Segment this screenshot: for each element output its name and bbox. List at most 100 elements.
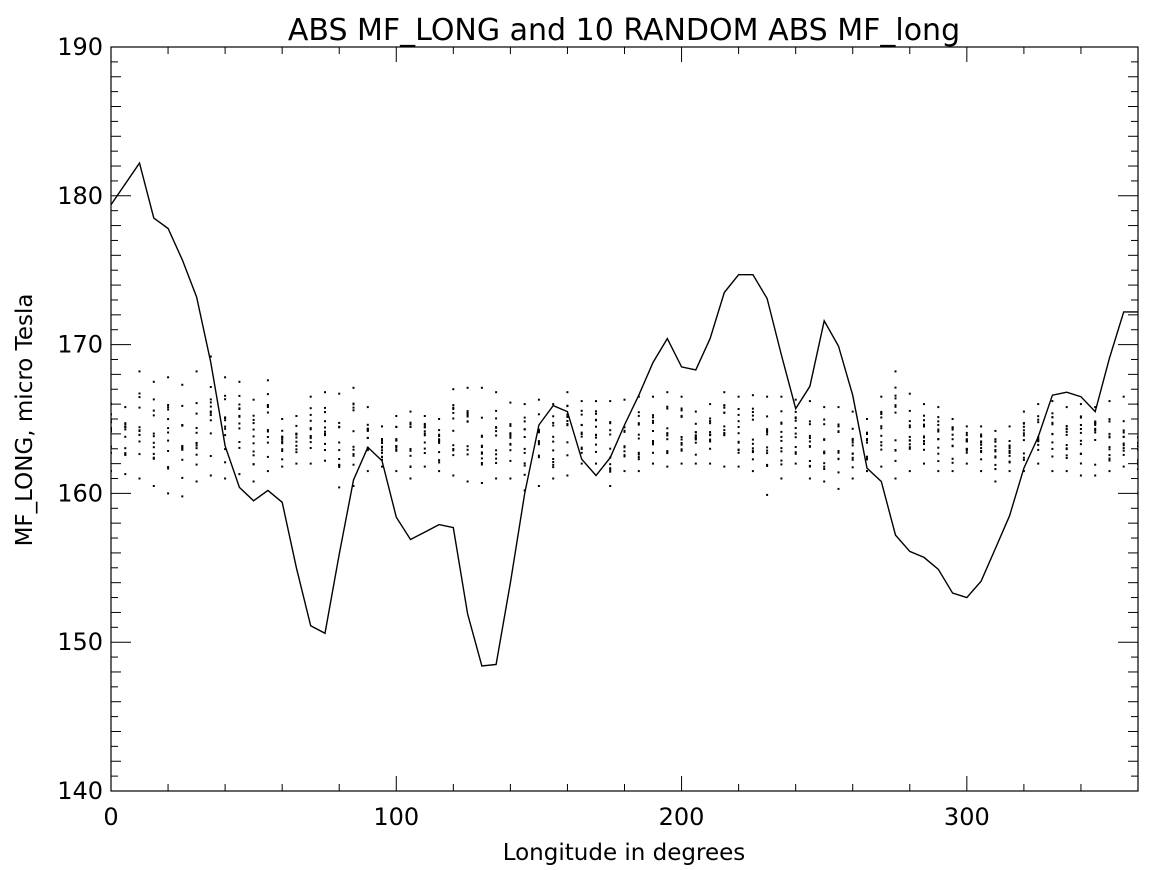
random-dot — [238, 473, 241, 476]
random-dot — [480, 482, 483, 484]
random-dot — [480, 462, 483, 464]
random-dot — [338, 426, 341, 429]
random-dot — [295, 432, 298, 435]
random-dot — [823, 480, 826, 483]
random-dot — [1008, 454, 1011, 457]
random-dot — [666, 391, 669, 394]
random-dot — [438, 429, 441, 432]
random-dot — [994, 440, 997, 443]
random-dot — [723, 429, 726, 432]
random-dot — [766, 428, 769, 431]
random-dot — [780, 459, 783, 462]
random-dot — [1037, 438, 1040, 441]
random-dot — [309, 395, 312, 398]
random-dot — [1137, 441, 1138, 444]
random-dot — [937, 430, 940, 433]
random-dot — [409, 449, 412, 452]
random-dot — [266, 404, 269, 406]
random-dot — [537, 456, 540, 459]
random-dot — [309, 441, 312, 444]
random-dot — [152, 435, 155, 438]
random-dot — [866, 470, 868, 473]
random-dot — [224, 394, 227, 397]
random-dot — [195, 444, 198, 447]
random-dot — [580, 423, 583, 426]
random-dot — [1137, 436, 1138, 439]
random-dot — [495, 477, 498, 480]
random-dot — [495, 449, 498, 452]
random-dot — [352, 406, 355, 409]
random-dot — [324, 411, 326, 414]
random-dot — [381, 438, 383, 440]
random-dot — [980, 425, 983, 428]
random-dot — [595, 400, 597, 403]
random-dot — [794, 436, 797, 439]
random-dot — [480, 452, 483, 455]
random-dot — [509, 443, 512, 446]
random-dot — [466, 480, 469, 483]
random-dot — [509, 424, 512, 427]
random-dot — [766, 415, 769, 418]
random-dot — [694, 434, 697, 437]
random-dot — [880, 427, 883, 430]
random-dot — [1065, 454, 1068, 457]
random-dot — [737, 432, 740, 435]
random-dot — [309, 437, 312, 440]
random-dot — [1079, 415, 1082, 418]
random-dot — [252, 422, 255, 425]
random-dot — [923, 425, 925, 428]
random-dot — [994, 450, 997, 453]
random-dot — [866, 458, 868, 461]
random-dot — [281, 436, 284, 439]
random-dot — [980, 441, 983, 444]
random-dot — [238, 422, 241, 425]
random-dot — [167, 404, 170, 406]
random-dot — [495, 391, 498, 394]
random-dot — [224, 427, 227, 430]
random-dot — [1065, 427, 1068, 430]
random-dot — [181, 424, 184, 426]
random-dot — [1051, 423, 1054, 426]
random-dot — [808, 477, 811, 480]
random-dot — [366, 429, 369, 432]
random-dot — [951, 470, 954, 473]
random-dot — [637, 414, 640, 417]
random-dot — [352, 448, 355, 451]
random-dot — [238, 446, 241, 449]
random-dot — [1008, 444, 1011, 447]
random-dot — [609, 400, 612, 403]
random-dot — [111, 451, 112, 454]
random-dot — [894, 370, 897, 373]
random-dot — [866, 455, 868, 458]
random-dot — [880, 410, 883, 413]
random-dot — [866, 432, 868, 435]
random-dot — [295, 436, 298, 439]
random-dot — [1022, 470, 1025, 473]
random-dot — [423, 430, 426, 433]
random-dot — [766, 465, 769, 467]
random-dot — [1051, 447, 1054, 450]
random-dot — [994, 429, 997, 432]
random-dot — [866, 418, 868, 420]
random-dot — [167, 376, 170, 379]
random-dot — [680, 449, 683, 452]
random-dot — [352, 409, 355, 412]
random-dot — [167, 408, 170, 411]
random-dot — [595, 434, 597, 437]
random-dot — [138, 426, 141, 429]
random-dot — [466, 453, 469, 456]
random-dot — [595, 443, 597, 446]
random-dot — [937, 452, 940, 455]
random-dot — [295, 444, 298, 447]
random-dot — [1108, 457, 1111, 460]
random-dot — [381, 449, 383, 452]
random-dot — [1065, 448, 1068, 451]
y-tick-label: 170 — [57, 331, 103, 359]
random-dot — [395, 425, 398, 428]
random-dot — [723, 404, 726, 407]
random-dot — [309, 462, 312, 465]
random-dot — [980, 443, 983, 446]
random-dot — [466, 420, 469, 423]
random-dot — [580, 462, 583, 465]
random-dot — [423, 422, 426, 425]
